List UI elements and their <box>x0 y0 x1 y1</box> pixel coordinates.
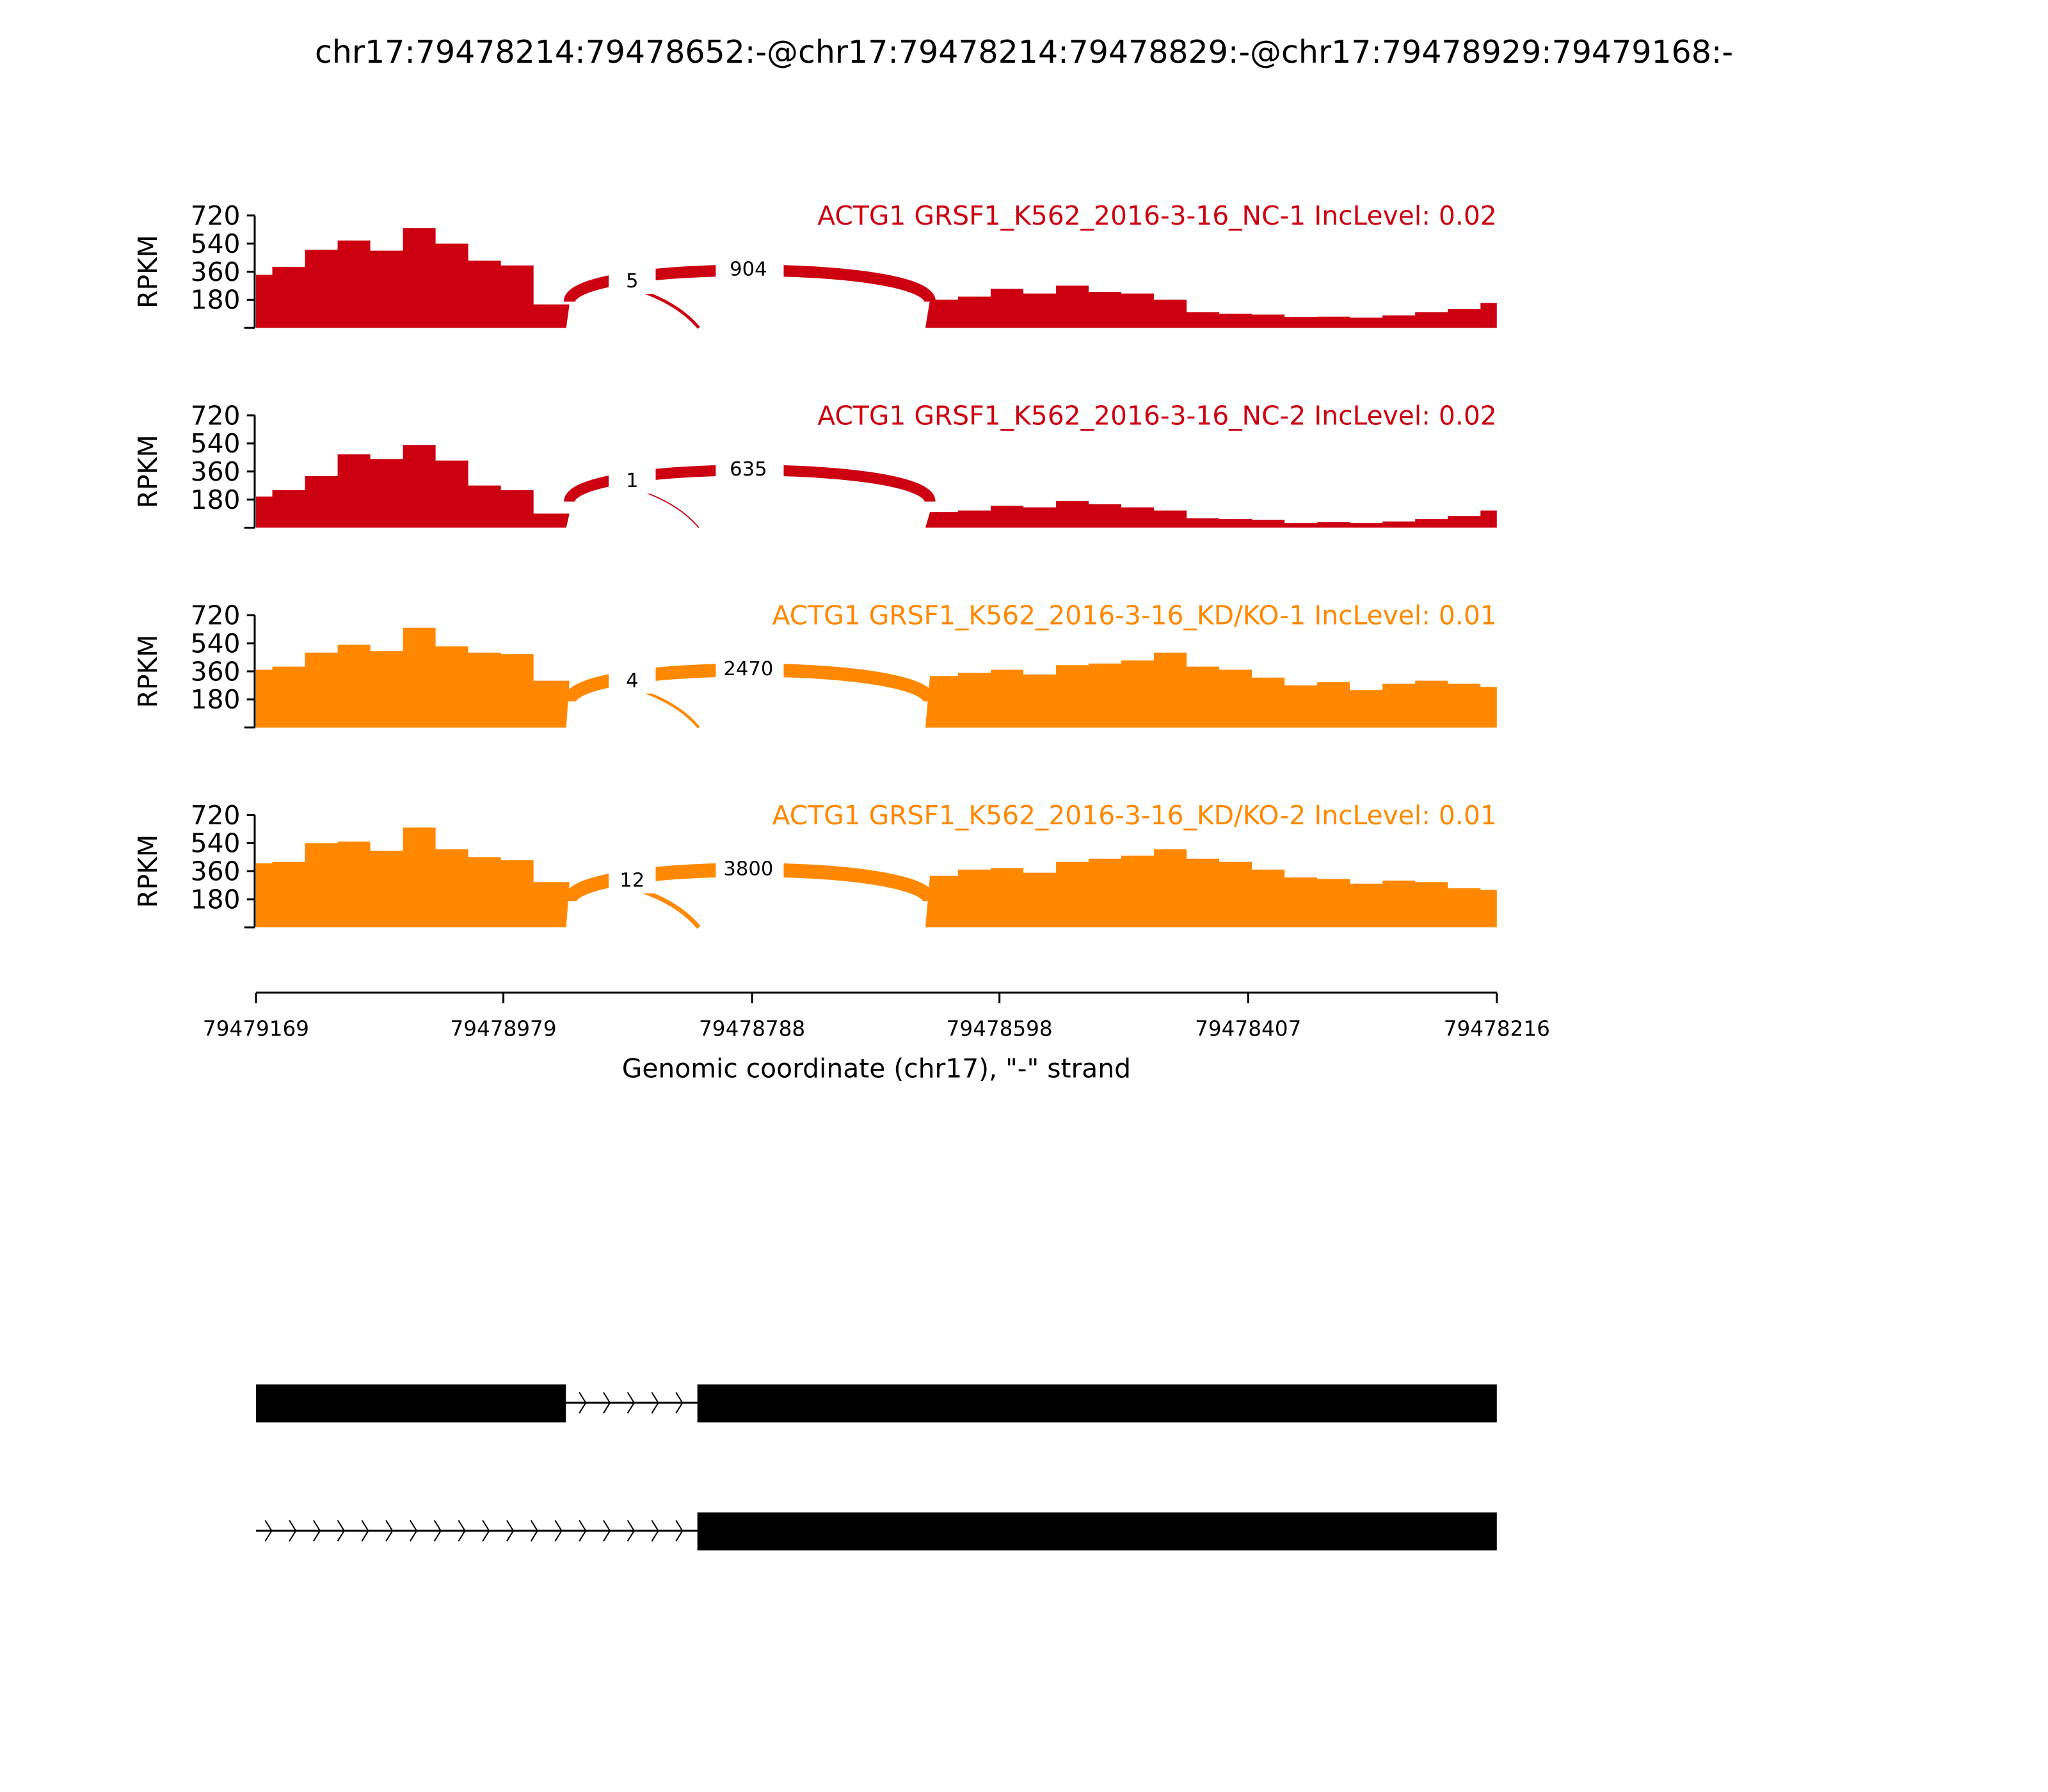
y-tick-label: 180 <box>191 684 241 715</box>
y-tick-label: 720 <box>191 800 241 831</box>
y-tick-label: 360 <box>191 456 241 487</box>
x-tick-label: 79478407 <box>1195 1016 1301 1041</box>
y-tick-label: 360 <box>191 656 241 687</box>
strand-chevron-icon <box>579 1391 587 1414</box>
junction-label-bg <box>716 657 784 681</box>
strand-chevron-icon <box>602 1519 611 1542</box>
strand-chevron-icon <box>409 1519 418 1542</box>
transcript <box>256 1384 1497 1423</box>
y-tick-label: 720 <box>191 400 241 431</box>
strand-chevron-icon <box>651 1519 659 1542</box>
strand-chevron-icon <box>506 1519 515 1542</box>
strand-chevron-icon <box>675 1519 684 1542</box>
sample-label: ACTG1 GRSF1_K562_2016-3-16_NC-1 IncLevel… <box>817 200 1497 231</box>
strand-chevron-icon <box>651 1391 659 1414</box>
y-tick-label: 180 <box>191 285 241 316</box>
x-tick-label: 79478598 <box>947 1016 1053 1041</box>
strand-chevron-icon <box>675 1391 684 1414</box>
y-tick-label: 720 <box>191 200 241 231</box>
junction-label-bg <box>716 856 784 881</box>
y-tick-label: 180 <box>191 484 241 515</box>
junction-label-bg <box>609 664 656 694</box>
exon-block <box>256 1384 566 1423</box>
junction-count: 2470 <box>723 658 773 680</box>
y-tick-label: 540 <box>191 228 241 259</box>
strand-chevron-icon <box>627 1391 636 1414</box>
junction-count: 4 <box>626 669 638 692</box>
sample-label: ACTG1 GRSF1_K562_2016-3-16_KD/KO-2 IncLe… <box>772 800 1497 831</box>
strand-chevron-icon <box>482 1519 490 1542</box>
junction-count: 5 <box>626 270 638 292</box>
coverage-area <box>256 228 1497 328</box>
coverage-area <box>256 445 1497 528</box>
y-axis-label: RPKM <box>132 835 163 908</box>
y-axis-label: RPKM <box>132 635 163 708</box>
y-tick-label: 540 <box>191 428 241 459</box>
x-axis-label: Genomic coordinate (chr17), "-" strand <box>622 1053 1131 1084</box>
junction-label-bg <box>716 457 784 481</box>
gene-model <box>256 1384 1497 1551</box>
junction-label-bg <box>609 265 656 294</box>
chart-title: chr17:79478214:79478652:-@chr17:79478214… <box>315 34 1733 70</box>
y-tick-label: 180 <box>191 884 241 915</box>
x-tick-label: 79478979 <box>450 1016 556 1041</box>
strand-chevron-icon <box>458 1519 466 1542</box>
strand-chevron-icon <box>579 1519 587 1542</box>
coverage-area <box>256 627 1497 728</box>
junction-label-bg <box>716 257 784 281</box>
strand-chevron-icon <box>312 1519 321 1542</box>
strand-chevron-icon <box>337 1519 345 1542</box>
coverage-area <box>256 827 1497 927</box>
x-tick-label: 79478788 <box>699 1016 805 1041</box>
y-axis-label: RPKM <box>132 435 163 508</box>
y-axis-label: RPKM <box>132 235 163 308</box>
sample-label: ACTG1 GRSF1_K562_2016-3-16_KD/KO-1 IncLe… <box>772 600 1497 631</box>
y-tick-label: 540 <box>191 828 241 859</box>
strand-chevron-icon <box>530 1519 538 1542</box>
exon-block <box>697 1512 1497 1551</box>
strand-chevron-icon <box>554 1519 563 1542</box>
exon-block <box>697 1384 1497 1423</box>
junction-count: 12 <box>620 870 644 892</box>
y-tick-label: 720 <box>191 600 241 631</box>
strand-chevron-icon <box>385 1519 394 1542</box>
y-tick-label: 360 <box>191 257 241 287</box>
strand-chevron-icon <box>361 1519 369 1542</box>
strand-chevron-icon <box>433 1519 442 1542</box>
junction-count: 1 <box>626 470 638 492</box>
strand-chevron-icon <box>289 1519 297 1542</box>
y-tick-label: 540 <box>191 628 241 659</box>
junction-label-bg <box>609 465 656 494</box>
strand-chevron-icon <box>602 1391 611 1414</box>
strand-chevron-icon <box>627 1519 636 1542</box>
x-tick-label: 79479169 <box>203 1016 309 1041</box>
junction-count: 635 <box>730 458 767 481</box>
junction-count: 3800 <box>723 858 773 880</box>
strand-chevron-icon <box>264 1519 273 1542</box>
x-axis: 79479169 79478979 79478788 79478598 79478407… <box>203 991 1550 1041</box>
junction-label-bg <box>609 865 656 893</box>
transcript <box>256 1512 1497 1551</box>
sample-label: ACTG1 GRSF1_K562_2016-3-16_NC-2 IncLevel… <box>817 400 1497 431</box>
x-tick-label: 79478216 <box>1444 1016 1550 1041</box>
junction-count: 904 <box>730 259 767 281</box>
y-tick-label: 360 <box>191 856 241 887</box>
